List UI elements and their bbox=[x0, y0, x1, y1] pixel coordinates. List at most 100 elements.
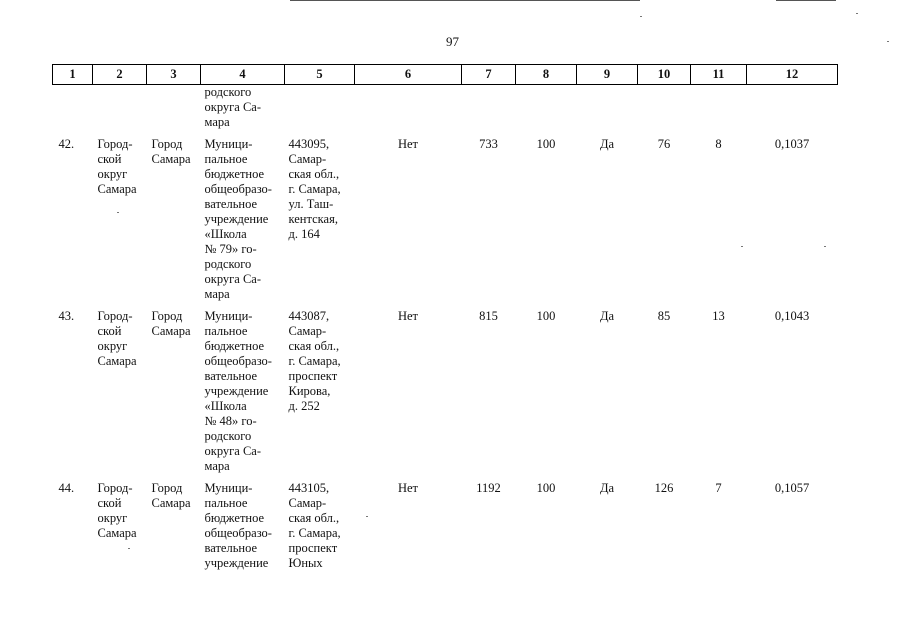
scan-speck bbox=[117, 212, 119, 213]
column-header: 8 bbox=[515, 64, 577, 85]
institution-name-cell: Муници-пальное бюджетное общеобразо-ватель… bbox=[201, 474, 285, 571]
value-cell-c7: 1192 bbox=[476, 481, 501, 495]
text-line: округа Са- bbox=[204, 100, 262, 114]
text-line: Муници- bbox=[204, 309, 253, 323]
text-line: Город bbox=[151, 137, 183, 151]
continuation-row: родского округа Са- мара bbox=[53, 85, 838, 131]
column-header: 5 bbox=[284, 64, 355, 85]
text-line: Самара bbox=[97, 526, 137, 540]
value-cell-c6: Нет bbox=[397, 481, 419, 495]
row-number-cell: 43. bbox=[58, 309, 75, 323]
table-row: 42. Город-ской округ Самара Город Самара Муниц… bbox=[53, 130, 838, 302]
text-line: ской bbox=[97, 152, 122, 166]
value-cell-c9: Да bbox=[599, 309, 615, 323]
column-header: 4 bbox=[200, 64, 285, 85]
district-cell: Город-ской округ Самара bbox=[93, 302, 147, 474]
scan-speck bbox=[856, 13, 858, 14]
value-cell-c7: 733 bbox=[479, 137, 498, 151]
text-line: Муници- bbox=[204, 481, 253, 495]
text-line: бюджетное bbox=[204, 167, 265, 181]
column-header-row: 1 2 3 4 5 6 7 8 9 10 11 12 bbox=[52, 64, 838, 85]
text-line: мара bbox=[204, 115, 230, 129]
text-line: бюджетное bbox=[204, 511, 265, 525]
column-header: 10 bbox=[637, 64, 691, 85]
text-line: Город- bbox=[97, 137, 133, 151]
table-row: 44. Город-ской округ Самара Город Самара Муниц… bbox=[53, 474, 838, 571]
text-line: Город bbox=[151, 309, 183, 323]
value-cell-c11: 8 bbox=[715, 137, 722, 151]
text-line: учреждение bbox=[204, 384, 269, 398]
text-line: пальное bbox=[204, 324, 248, 338]
address-cell: 443087, Самар-ская обл., г. Самара, проспек… bbox=[285, 302, 355, 474]
text-line: Самара bbox=[151, 152, 191, 166]
row-number-cell: 42. bbox=[58, 137, 75, 151]
row-number-cell: 44. bbox=[58, 481, 75, 495]
text-line: Самар- bbox=[288, 324, 327, 338]
table-row: 43. Город-ской округ Самара Город Самара Муниц… bbox=[53, 302, 838, 474]
column-header: 1 bbox=[52, 64, 93, 85]
text-line: д. 252 bbox=[288, 399, 320, 413]
text-line: г. Самара, bbox=[288, 354, 341, 368]
column-header: 6 bbox=[354, 64, 462, 85]
text-line: округ bbox=[97, 167, 128, 181]
text-line: Самара bbox=[97, 354, 137, 368]
text-line: Город- bbox=[97, 481, 133, 495]
value-cell-c12: 0,1057 bbox=[774, 481, 810, 495]
value-cell-c10: 85 bbox=[657, 309, 671, 323]
text-line: Самара bbox=[97, 182, 137, 196]
text-line: ская обл., bbox=[288, 511, 340, 525]
text-line: ской bbox=[97, 496, 122, 510]
text-line: проспект bbox=[288, 369, 338, 383]
scan-speck bbox=[366, 516, 368, 517]
text-line: Город- bbox=[97, 309, 133, 323]
column-header: 11 bbox=[690, 64, 747, 85]
text-line: ская обл., bbox=[288, 339, 340, 353]
text-line: Кирова, bbox=[288, 384, 331, 398]
value-cell-c12: 0,1043 bbox=[774, 309, 810, 323]
scan-top-line-left bbox=[290, 0, 640, 1]
value-cell-c6: Нет bbox=[397, 309, 419, 323]
text-line: пальное bbox=[204, 496, 248, 510]
institution-name-cell: Муници-пальное бюджетное общеобразо-ватель… bbox=[201, 130, 285, 302]
scan-speck bbox=[128, 548, 130, 549]
column-header: 7 bbox=[461, 64, 516, 85]
text-line: округ bbox=[97, 511, 128, 525]
value-cell-c11: 13 bbox=[712, 309, 725, 323]
continuation-name-cell: родского округа Са- мара bbox=[201, 85, 285, 131]
text-line: Самара bbox=[151, 496, 191, 510]
scan-speck bbox=[887, 41, 889, 42]
text-line: ул. Таш- bbox=[288, 197, 334, 211]
text-line: мара bbox=[204, 459, 230, 473]
city-cell: Город Самара bbox=[147, 130, 201, 302]
institution-name-cell: Муници-пальное бюджетное общеобразо-ватель… bbox=[201, 302, 285, 474]
value-cell-c11: 7 bbox=[715, 481, 722, 495]
text-line: бюджетное bbox=[204, 339, 265, 353]
district-cell: Город-ской округ Самара bbox=[93, 130, 147, 302]
text-line: учреждение bbox=[204, 212, 269, 226]
column-header: 2 bbox=[92, 64, 147, 85]
value-cell-c8: 100 bbox=[536, 309, 556, 323]
text-line: мара bbox=[204, 287, 230, 301]
text-line: учреждение bbox=[204, 556, 269, 570]
text-line: «Школа bbox=[204, 227, 247, 241]
value-cell-c10: 76 bbox=[657, 137, 671, 151]
text-line: округ bbox=[97, 339, 128, 353]
text-line: Самар- bbox=[288, 152, 327, 166]
text-line: г. Самара, bbox=[288, 526, 341, 540]
text-line: Муници- bbox=[204, 137, 253, 151]
text-line: родского bbox=[204, 85, 252, 99]
value-cell-c6: Нет bbox=[397, 137, 419, 151]
value-cell-c8: 100 bbox=[536, 137, 556, 151]
text-line: № 48» го- bbox=[204, 414, 257, 428]
text-line: вательное bbox=[204, 197, 258, 211]
text-line: округа Са- bbox=[204, 272, 262, 286]
scan-speck bbox=[741, 246, 743, 247]
text-line: вательное bbox=[204, 369, 258, 383]
text-line: г. Самара, bbox=[288, 182, 341, 196]
value-cell-c9: Да bbox=[599, 481, 615, 495]
text-line: пальное bbox=[204, 152, 248, 166]
value-cell-c10: 126 bbox=[654, 481, 674, 495]
text-line: 443087, bbox=[288, 309, 330, 323]
district-cell: Город-ской округ Самара bbox=[93, 474, 147, 571]
text-line: общеобразо- bbox=[204, 526, 272, 540]
